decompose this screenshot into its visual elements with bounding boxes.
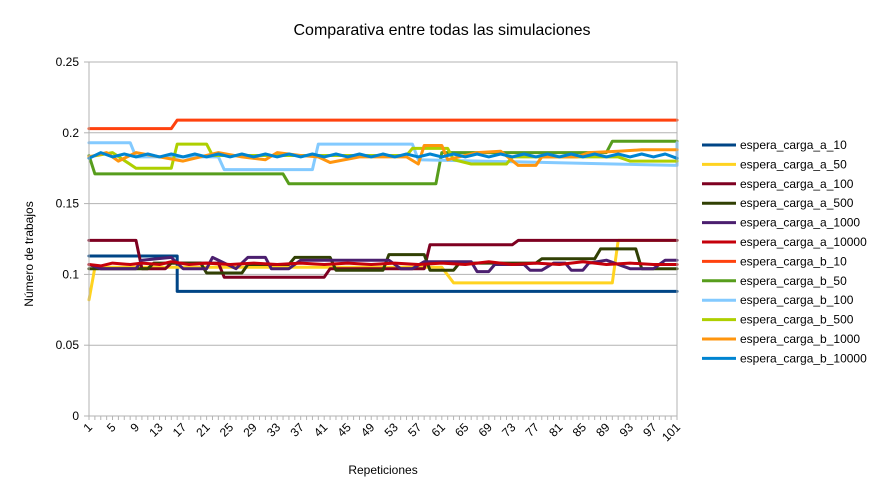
legend-label: espera_carga_b_100 bbox=[740, 293, 854, 307]
x-tick-label: 25 bbox=[217, 420, 237, 440]
axes: 0 0.05 0.1 0.15 0.2 0.25 1 5 9 13 17 21 25 29 33 37 41 45… bbox=[56, 55, 684, 444]
legend: espera_carga_a_10 espera_carga_a_50espera… bbox=[702, 138, 867, 365]
y-tick-label: 0.15 bbox=[56, 197, 80, 211]
x-axis-label: Repeticiones bbox=[348, 463, 417, 477]
x-tick-label: 41 bbox=[311, 420, 331, 440]
y-tick-label: 0.25 bbox=[56, 55, 80, 69]
series-line-espera-carga-a-10 bbox=[87, 254, 679, 293]
y-axis-label: Número de trabajos bbox=[22, 201, 36, 306]
series-line-espera-carga-b-50 bbox=[87, 139, 679, 186]
legend-label: espera_carga_a_10000 bbox=[740, 235, 867, 249]
x-tick-label: 77 bbox=[523, 420, 543, 440]
series-line-espera-carga-a-10000 bbox=[87, 260, 679, 268]
x-tick-label: 61 bbox=[429, 420, 449, 440]
chart-title: Comparativa entre todas las simulaciones bbox=[293, 22, 590, 39]
x-tick-label: 73 bbox=[499, 420, 519, 440]
x-tick-label: 101 bbox=[659, 420, 683, 444]
x-tick-label: 97 bbox=[640, 420, 660, 440]
legend-label: espera_carga_b_1000 bbox=[740, 332, 860, 346]
legend-label: espera_carga_a_1000 bbox=[740, 216, 860, 230]
y-tick-label: 0 bbox=[72, 409, 79, 423]
series-line-espera-carga-a-1000 bbox=[87, 255, 679, 274]
x-tick-label: 13 bbox=[146, 420, 166, 440]
x-tick-label: 93 bbox=[617, 420, 637, 440]
x-tick-label: 49 bbox=[358, 420, 378, 440]
x-tick-label: 21 bbox=[193, 420, 213, 440]
legend-label: espera_carga_a_500 bbox=[740, 196, 854, 210]
y-tick-label: 0.2 bbox=[62, 126, 79, 140]
series-line-espera-carga-b-10000 bbox=[87, 151, 679, 160]
x-tick-label: 29 bbox=[240, 420, 260, 440]
legend-label: espera_carga_a_10 bbox=[740, 138, 847, 152]
x-tick-label: 69 bbox=[476, 420, 496, 440]
x-tick-label: 57 bbox=[405, 420, 425, 440]
x-tick-label: 9 bbox=[128, 420, 143, 435]
x-tick-label: 81 bbox=[546, 420, 566, 440]
x-tick-label: 33 bbox=[264, 420, 284, 440]
series-line-espera-carga-b-10 bbox=[87, 118, 679, 131]
x-tick-label: 53 bbox=[382, 420, 402, 440]
legend-label: espera_carga_b_500 bbox=[740, 313, 854, 327]
x-tick-label: 85 bbox=[570, 420, 590, 440]
x-tick-label: 45 bbox=[334, 420, 354, 440]
legend-label: espera_carga_a_100 bbox=[740, 177, 854, 191]
x-tick-label: 89 bbox=[593, 420, 613, 440]
legend-label: espera_carga_b_10000 bbox=[740, 351, 867, 365]
legend-label: espera_carga_b_10 bbox=[740, 254, 847, 268]
x-tick-label: 1 bbox=[80, 420, 95, 435]
y-tick-label: 0.05 bbox=[56, 338, 80, 352]
x-tick-label: 17 bbox=[170, 420, 190, 440]
x-tick-label: 65 bbox=[452, 420, 472, 440]
series-lines bbox=[87, 118, 679, 302]
y-tick-label: 0.1 bbox=[62, 267, 79, 281]
x-tick-label: 5 bbox=[104, 420, 119, 435]
legend-label: espera_carga_b_50 bbox=[740, 274, 847, 288]
x-tick-label: 37 bbox=[287, 420, 307, 440]
legend-label: espera_carga_a_50 bbox=[740, 157, 847, 171]
